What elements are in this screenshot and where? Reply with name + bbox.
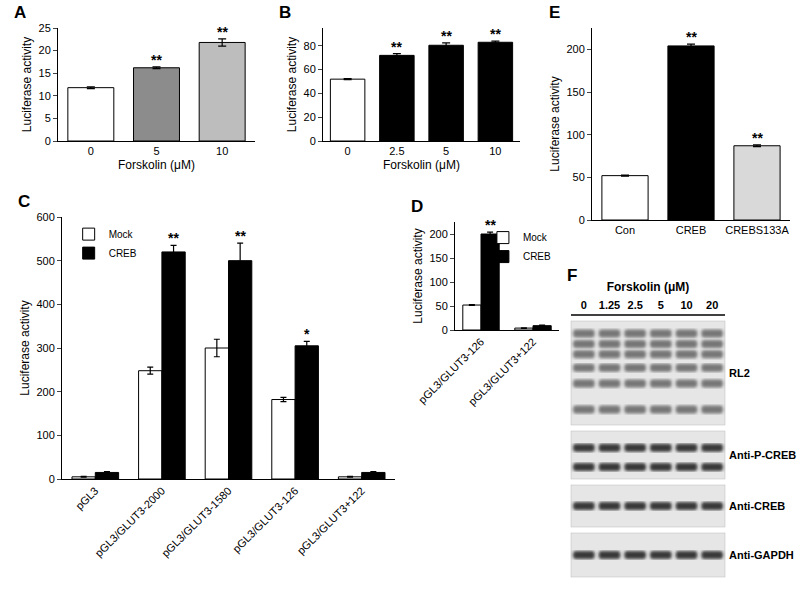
svg-text:150: 150	[429, 252, 447, 264]
svg-text:0: 0	[45, 135, 51, 147]
svg-text:0: 0	[310, 135, 316, 147]
svg-text:Luciferase activity: Luciferase activity	[411, 228, 425, 323]
svg-text:CREB: CREB	[676, 224, 707, 236]
svg-text:CREB: CREB	[523, 251, 551, 262]
svg-text:Con: Con	[615, 224, 635, 236]
svg-text:10: 10	[489, 145, 501, 157]
svg-text:**: **	[441, 28, 452, 44]
svg-text:20: 20	[706, 299, 718, 311]
svg-text:500: 500	[36, 255, 54, 267]
svg-text:0: 0	[581, 299, 587, 311]
svg-text:Mock: Mock	[523, 232, 548, 243]
svg-text:*: *	[304, 326, 310, 342]
svg-text:E: E	[549, 3, 560, 22]
svg-text:Luciferase activity: Luciferase activity	[20, 37, 34, 132]
svg-text:200: 200	[566, 43, 584, 55]
svg-text:pGL3/GLUT3+122: pGL3/GLUT3+122	[295, 485, 367, 557]
svg-text:5: 5	[658, 299, 664, 311]
svg-text:0: 0	[88, 145, 94, 157]
svg-text:A: A	[14, 3, 26, 22]
svg-text:20: 20	[304, 111, 316, 123]
svg-text:60: 60	[304, 63, 316, 75]
svg-text:**: **	[490, 26, 501, 42]
svg-text:600: 600	[36, 211, 54, 223]
svg-text:10: 10	[680, 299, 692, 311]
svg-text:Anti-GAPDH: Anti-GAPDH	[729, 549, 794, 561]
svg-text:F: F	[567, 266, 577, 285]
svg-text:400: 400	[36, 298, 54, 310]
svg-text:C: C	[18, 192, 30, 211]
svg-text:CREBS133A: CREBS133A	[725, 224, 789, 236]
svg-text:B: B	[279, 3, 291, 22]
svg-text:50: 50	[436, 300, 448, 312]
svg-text:Anti-CREB: Anti-CREB	[729, 500, 785, 512]
svg-text:5: 5	[443, 145, 449, 157]
svg-text:Luciferase activity: Luciferase activity	[18, 300, 32, 395]
svg-text:pGL3/GLUT3-126: pGL3/GLUT3-126	[416, 336, 486, 406]
svg-text:25: 25	[39, 22, 51, 34]
svg-text:2.5: 2.5	[628, 299, 643, 311]
svg-text:pGL3/GLUT3+122: pGL3/GLUT3+122	[466, 336, 538, 408]
svg-text:80: 80	[304, 40, 316, 52]
svg-text:**: **	[752, 130, 763, 146]
svg-text:Anti-P-CREB: Anti-P-CREB	[729, 449, 796, 461]
svg-text:Luciferase activity: Luciferase activity	[548, 76, 562, 171]
svg-text:pGL3: pGL3	[73, 485, 101, 513]
svg-text:40: 40	[304, 87, 316, 99]
svg-text:5: 5	[153, 145, 159, 157]
svg-text:CREB: CREB	[109, 248, 137, 259]
svg-text:Luciferase activity: Luciferase activity	[285, 37, 299, 132]
svg-text:**: **	[235, 228, 246, 244]
svg-text:100: 100	[429, 276, 447, 288]
svg-text:pGL3/GLUT3-126: pGL3/GLUT3-126	[230, 485, 300, 555]
svg-text:300: 300	[36, 342, 54, 354]
svg-text:Forskolin (μM): Forskolin (μM)	[118, 158, 195, 172]
svg-text:20: 20	[39, 44, 51, 56]
svg-text:15: 15	[39, 67, 51, 79]
svg-text:Mock: Mock	[109, 229, 134, 240]
svg-text:0: 0	[49, 473, 55, 485]
svg-text:5: 5	[45, 112, 51, 124]
svg-text:10: 10	[39, 90, 51, 102]
svg-text:**: **	[485, 217, 496, 233]
svg-text:**: **	[168, 230, 179, 246]
svg-text:200: 200	[429, 228, 447, 240]
svg-text:D: D	[411, 197, 423, 216]
svg-text:Forskolin (μM): Forskolin (μM)	[383, 158, 460, 172]
svg-text:RL2: RL2	[729, 367, 750, 379]
svg-text:0: 0	[579, 214, 585, 226]
svg-text:150: 150	[566, 86, 584, 98]
svg-text:100: 100	[566, 129, 584, 141]
svg-text:100: 100	[36, 429, 54, 441]
svg-text:**: **	[686, 29, 697, 45]
svg-text:200: 200	[36, 386, 54, 398]
svg-text:pGL3/GLUT3-2000: pGL3/GLUT3-2000	[93, 485, 168, 560]
svg-text:10: 10	[216, 145, 228, 157]
svg-text:0: 0	[442, 324, 448, 336]
svg-text:50: 50	[573, 171, 585, 183]
svg-text:**: **	[217, 24, 228, 40]
svg-text:Forskolin (μM): Forskolin (μM)	[607, 280, 690, 294]
svg-text:0: 0	[345, 145, 351, 157]
svg-text:2.5: 2.5	[389, 145, 404, 157]
svg-text:1.25: 1.25	[599, 299, 620, 311]
svg-text:pGL3/GLUT3-1580: pGL3/GLUT3-1580	[159, 485, 234, 560]
svg-text:**: **	[391, 39, 402, 55]
svg-text:**: **	[151, 52, 162, 68]
